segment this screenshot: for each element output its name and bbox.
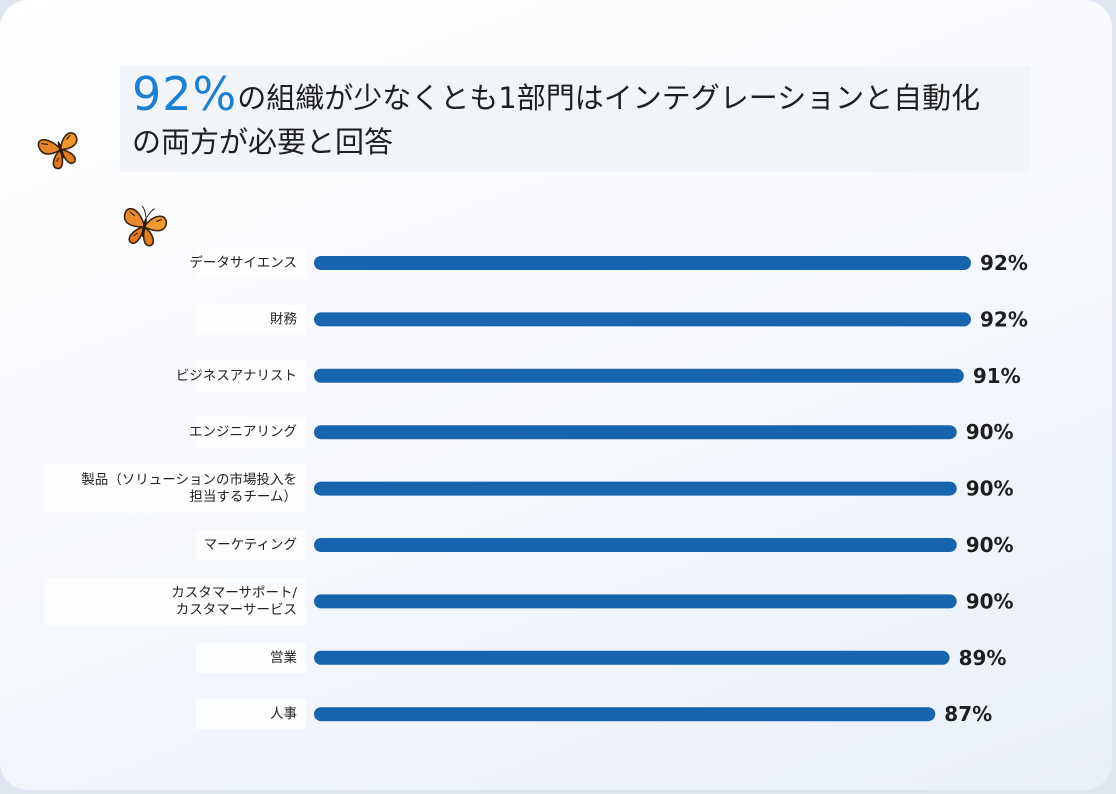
value-label: 92% [980,251,1028,275]
value-label: 90% [966,420,1014,444]
category-label-bg [44,577,306,626]
category-label: カスタマーサービス [176,602,297,618]
category-label-bg [196,417,306,448]
category-label-bg [196,248,306,278]
category-label: 営業 [270,650,297,666]
value-label: 92% [980,307,1028,331]
title-highlight: 92% [132,67,238,121]
category-label: エンジニアリング [189,424,297,440]
category-label: 製品（ソリューションの市場投入を [81,471,297,488]
bar [314,312,971,327]
category-label-bg [196,360,306,391]
category-label-bg [196,642,306,673]
butterfly-icon [37,132,78,170]
value-label: 90% [966,533,1014,557]
bar [314,650,950,665]
title-line2: の両方が必要と回答 [132,125,394,159]
value-label: 87% [944,702,992,726]
value-label: 91% [973,364,1021,388]
chart-title: 92%の組織が少なくとも1部門はインテグレーションと自動化 の両方が必要と回答 [132,71,981,164]
bar [314,707,936,722]
value-label: 90% [966,477,1014,501]
category-label: 担当するチーム） [189,489,297,505]
category-label-bg [44,464,306,513]
category-label: カスタマーサポート/ [171,585,297,601]
bar [314,425,957,440]
category-label-bg [196,699,306,730]
title-box: 92%の組織が少なくとも1部門はインテグレーションと自動化の両方が必要と回答 [120,66,1030,172]
category-label: 人事 [270,706,297,722]
bar [314,481,957,496]
bar [314,594,957,609]
butterfly-icon [123,205,168,247]
bar [314,368,964,383]
value-label: 89% [959,646,1007,670]
category-label-bg [196,304,306,335]
bar [314,538,957,552]
category-label: 財務 [270,311,297,327]
bar [314,256,971,270]
category-label-bg [196,530,306,560]
category-label: データサイエンス [189,254,297,271]
category-label: ビジネスアナリスト [176,368,297,384]
title-line1: の組織が少なくとも1部門はインテグレーションと自動化 [237,81,981,115]
category-label: マーケティング [204,537,297,553]
value-label: 90% [966,589,1014,613]
